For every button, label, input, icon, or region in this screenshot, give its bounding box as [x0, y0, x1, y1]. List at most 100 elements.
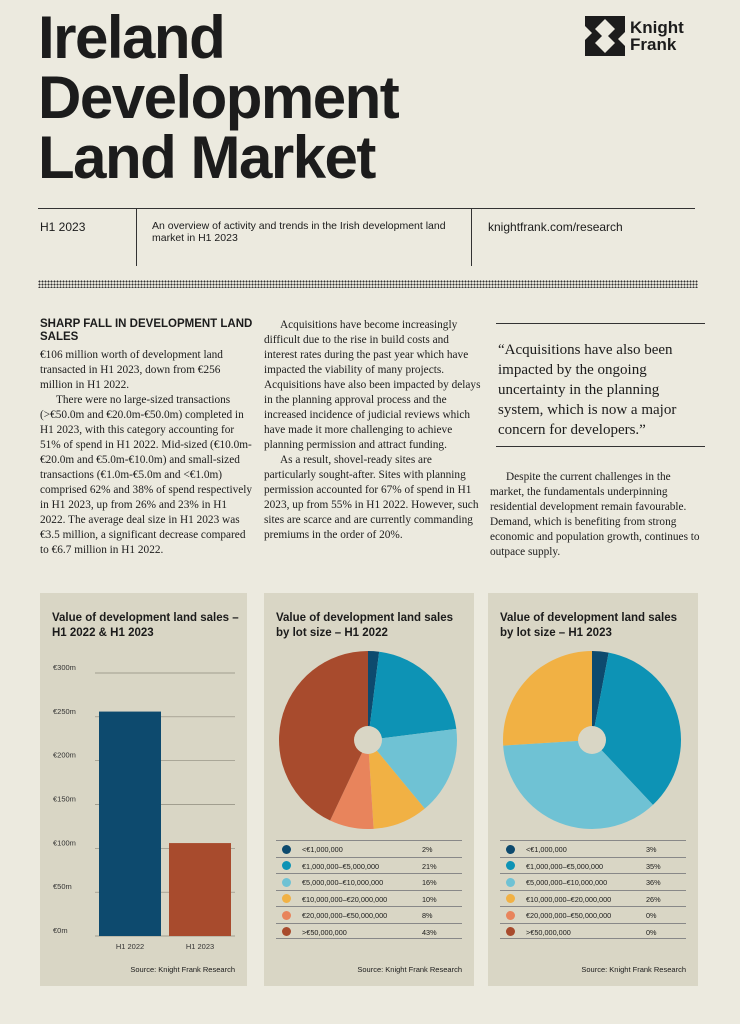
chart-title: Value of development land sales by lot s… [500, 612, 678, 639]
legend-swatch [282, 861, 291, 870]
legend-swatch [282, 894, 291, 903]
pie-chart-panel-2023: Value of development land sales by lot s… [488, 593, 698, 986]
paragraph: Acquisitions have become increasingly di… [264, 319, 481, 451]
chart-title: Value of development land sales by lot s… [276, 612, 454, 639]
x-tick-label: H1 2023 [186, 942, 214, 951]
chart-source: Source: Knight Frank Research [581, 965, 686, 974]
legend-label: €10,000,000–€20,000,000 [302, 894, 388, 904]
article-column-3: Despite the current challenges in the ma… [490, 470, 706, 560]
legend-label: >€50,000,000 [526, 927, 571, 937]
legend-value: 16% [422, 878, 437, 887]
legend-row: >€50,000,000 0% [500, 922, 686, 939]
legend-row: €10,000,000–€20,000,000 10% [276, 889, 462, 907]
legend-swatch [282, 844, 291, 854]
research-link[interactable]: knightfrank.com/research [488, 220, 623, 234]
logo-line: Knight [630, 18, 684, 37]
pie-slice [368, 740, 425, 829]
legend-value: 2% [422, 845, 433, 854]
legend-swatch [506, 844, 515, 854]
pie-slice [368, 651, 457, 740]
legend-row: <€1,000,000 2% [276, 840, 462, 857]
pie-center-hole [354, 726, 382, 754]
pie-slice [279, 651, 368, 821]
page-title: Ireland Development Land Market [38, 4, 400, 191]
pie-slice [368, 728, 457, 809]
pie-slice [592, 651, 609, 740]
legend-swatch [506, 910, 515, 920]
legend-label: €20,000,000–€50,000,000 [302, 911, 388, 920]
bar-chart-panel: Value of development land sales – H1 202… [40, 593, 247, 986]
title-line: Development [38, 64, 400, 131]
section-heading: SHARP FALL IN DEVELOPMENT LAND SALES [40, 318, 253, 343]
legend-label: €1,000,000–€5,000,000 [302, 861, 380, 871]
legend-swatch [506, 927, 515, 936]
legend-row: €10,000,000–€20,000,000 26% [500, 889, 686, 907]
legend-label: >€50,000,000 [302, 927, 347, 937]
legend-value: 36% [646, 878, 661, 887]
legend-label: €5,000,000–€10,000,000 [526, 878, 608, 887]
legend-value: 0% [646, 911, 657, 920]
y-tick-label: €150m [53, 795, 76, 804]
legend-swatch [506, 861, 515, 870]
pie-chart [279, 651, 457, 829]
paragraph: As a result, shovel-ready sites are part… [264, 454, 479, 541]
divider [471, 208, 472, 266]
pull-quote: “Acquisitions have also been impacted by… [498, 342, 677, 438]
legend-swatch [282, 910, 291, 920]
legend-label: €5,000,000–€10,000,000 [302, 878, 384, 887]
legend-value: 10% [422, 894, 437, 904]
legend-row: >€50,000,000 43% [276, 922, 462, 939]
legend-label: <€1,000,000 [526, 845, 567, 854]
legend-label: €1,000,000–€5,000,000 [526, 861, 604, 871]
bar [99, 711, 161, 936]
legend-value: 26% [646, 894, 661, 904]
bar-chart: €0m €50m €100m €150m €200m €250m €300m H1 2022 H… [53, 663, 235, 951]
divider [38, 208, 695, 209]
chart-title: Value of development land sales – H1 202… [52, 612, 239, 639]
bar [169, 843, 231, 936]
title-line: Ireland [38, 4, 226, 71]
legend-row: €5,000,000–€10,000,000 16% [276, 873, 462, 890]
y-tick-label: €300m [53, 663, 76, 672]
pie-slice [503, 740, 653, 829]
legend-row: €5,000,000–€10,000,000 36% [500, 873, 686, 890]
y-tick-label: €200m [53, 751, 76, 760]
title-line: Land Market [38, 124, 376, 191]
quote-rule-top [496, 323, 705, 324]
paragraph: Despite the current challenges in the ma… [490, 471, 700, 558]
y-tick-label: €250m [53, 707, 76, 716]
pie-slice [368, 651, 380, 740]
chart-source: Source: Knight Frank Research [130, 965, 235, 974]
chart-legend: <€1,000,000 2% €1,000,000–€5,000,000 21% €5,… [276, 840, 462, 939]
y-tick-label: €0m [53, 926, 68, 935]
legend-row: €1,000,000–€5,000,000 21% [276, 856, 462, 874]
pie-slice [503, 651, 592, 746]
divider [136, 208, 137, 266]
report-period: H1 2023 [40, 220, 86, 234]
x-tick-label: H1 2022 [116, 942, 144, 951]
pie-slice [592, 652, 681, 805]
knight-frank-logo: Knight Frank [585, 16, 684, 56]
y-tick-label: €50m [53, 882, 72, 891]
pie-chart [503, 651, 681, 829]
legend-label: <€1,000,000 [302, 845, 343, 854]
legend-swatch [506, 877, 515, 887]
paragraph: €106 million worth of development land t… [40, 349, 223, 391]
pie-slice [330, 740, 374, 829]
legend-row: <€1,000,000 3% [500, 840, 686, 857]
legend-value: 21% [422, 861, 437, 871]
article-column-2: Acquisitions have become increasingly di… [264, 318, 482, 543]
legend-value: 43% [422, 927, 437, 937]
legend-swatch [282, 927, 291, 936]
logo-mark-icon [585, 16, 625, 56]
legend-value: 35% [646, 861, 661, 871]
quote-rule-bottom [496, 446, 705, 447]
report-description: An overview of activity and trends in th… [152, 220, 446, 244]
legend-value: 0% [646, 927, 657, 937]
logo-line: Frank [630, 35, 677, 54]
legend-row: €20,000,000–€50,000,000 0% [500, 906, 686, 923]
pie-chart-panel-2022: Value of development land sales by lot s… [264, 593, 474, 986]
legend-row: €1,000,000–€5,000,000 35% [500, 856, 686, 874]
legend-label: €10,000,000–€20,000,000 [526, 894, 612, 904]
dotted-divider [38, 280, 698, 288]
